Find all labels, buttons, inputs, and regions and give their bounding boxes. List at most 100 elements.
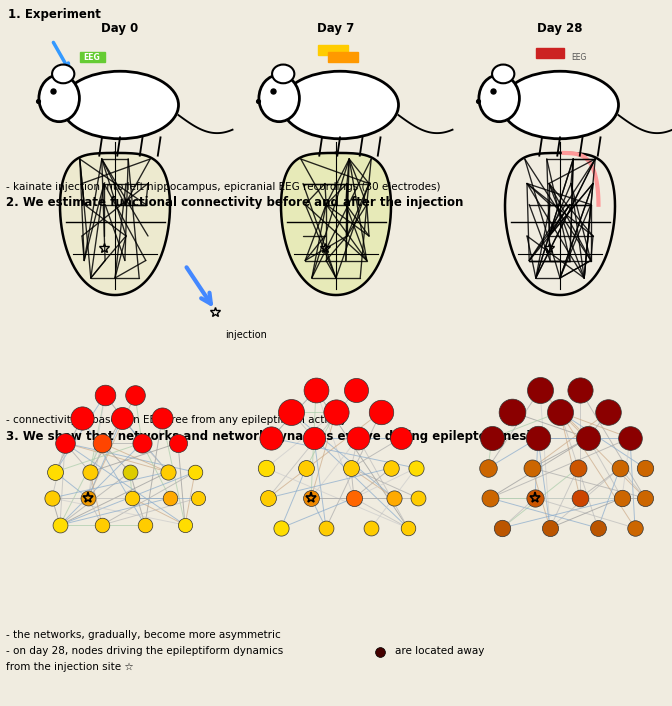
Point	[179, 520, 190, 531]
Point	[583, 432, 593, 443]
Point	[575, 492, 585, 503]
Point	[403, 522, 413, 534]
Point	[140, 520, 151, 531]
Point	[54, 520, 65, 531]
Point	[617, 492, 628, 503]
Polygon shape	[536, 48, 564, 58]
Point	[300, 462, 311, 474]
Point	[615, 462, 626, 474]
Point	[374, 647, 385, 658]
Polygon shape	[60, 153, 170, 295]
Text: injection: injection	[225, 330, 267, 340]
Ellipse shape	[39, 75, 79, 121]
Text: - on day 28, nodes driving the epileptiform dynamics: - on day 28, nodes driving the epileptif…	[6, 646, 284, 656]
Point	[60, 437, 71, 448]
Point	[124, 467, 135, 478]
Point	[349, 492, 360, 503]
Point	[261, 462, 271, 474]
Text: Day 7: Day 7	[317, 22, 355, 35]
Text: 1. Experiment: 1. Experiment	[8, 8, 101, 21]
Ellipse shape	[282, 71, 398, 139]
Point	[50, 467, 60, 478]
Point	[593, 522, 603, 534]
Point	[388, 492, 399, 503]
Text: - the networks, gradually, become more asymmetric: - the networks, gradually, become more a…	[6, 630, 281, 640]
Point	[554, 407, 565, 418]
Point	[573, 462, 583, 474]
Ellipse shape	[479, 75, 519, 121]
Point	[276, 522, 286, 534]
Text: EEG: EEG	[571, 52, 587, 61]
Point	[507, 407, 517, 418]
Point	[97, 437, 108, 448]
Text: Day 0: Day 0	[101, 22, 138, 35]
Point	[308, 432, 319, 443]
Point	[286, 407, 296, 418]
Polygon shape	[80, 52, 105, 62]
Point	[640, 462, 650, 474]
Point	[136, 437, 147, 448]
Point	[411, 462, 421, 474]
Point	[99, 389, 110, 400]
Point	[640, 492, 650, 503]
Point	[163, 467, 173, 478]
Point	[396, 432, 407, 443]
Point	[46, 492, 57, 503]
Point	[376, 407, 386, 418]
Ellipse shape	[52, 64, 75, 83]
Point	[533, 432, 544, 443]
Point	[85, 467, 95, 478]
Point	[321, 522, 331, 534]
Point	[97, 520, 108, 531]
Point	[527, 462, 538, 474]
Text: Day 28: Day 28	[537, 22, 583, 35]
Point	[535, 384, 546, 395]
Point	[193, 492, 204, 503]
Text: are located away: are located away	[395, 646, 485, 656]
Point	[366, 522, 376, 534]
Point	[265, 432, 276, 443]
Point	[544, 522, 555, 534]
Text: 2. We estimate functional connectivity before and after the injection: 2. We estimate functional connectivity b…	[6, 196, 464, 209]
Point	[351, 384, 362, 395]
Point	[603, 407, 614, 418]
Point	[126, 492, 137, 503]
Point	[353, 432, 364, 443]
Point	[190, 467, 200, 478]
Point	[173, 437, 183, 448]
Point	[331, 407, 341, 418]
Point	[575, 384, 585, 395]
Text: 3. We show that networks and network dynamics evolve during epileptogenesis: 3. We show that networks and network dyn…	[6, 430, 538, 443]
Point	[625, 432, 636, 443]
Text: from the injection site ☆: from the injection site ☆	[6, 662, 134, 672]
Point	[310, 384, 321, 395]
Polygon shape	[318, 45, 348, 55]
Point	[487, 432, 497, 443]
Point	[130, 389, 140, 400]
Ellipse shape	[492, 64, 514, 83]
Point	[485, 492, 495, 503]
Ellipse shape	[272, 64, 294, 83]
Point	[165, 492, 175, 503]
Point	[157, 412, 167, 424]
Point	[83, 492, 93, 503]
Point	[630, 522, 640, 534]
Polygon shape	[328, 52, 358, 62]
Text: EEG: EEG	[83, 52, 100, 61]
Point	[482, 462, 493, 474]
Ellipse shape	[501, 71, 618, 139]
Point	[263, 492, 274, 503]
Ellipse shape	[62, 71, 179, 139]
Point	[413, 492, 423, 503]
Point	[306, 492, 317, 503]
Point	[386, 462, 396, 474]
Ellipse shape	[259, 75, 300, 121]
Point	[345, 462, 356, 474]
Text: - connectivity is based on EEG free from any epileptiform activity: - connectivity is based on EEG free from…	[6, 415, 347, 425]
Point	[497, 522, 507, 534]
Text: - kainate injection into left hippocampus, epicranial EEG recordings (30 electro: - kainate injection into left hippocampu…	[6, 182, 441, 192]
Point	[530, 492, 540, 503]
Point	[117, 412, 128, 424]
Point	[77, 412, 87, 424]
Polygon shape	[281, 153, 391, 295]
